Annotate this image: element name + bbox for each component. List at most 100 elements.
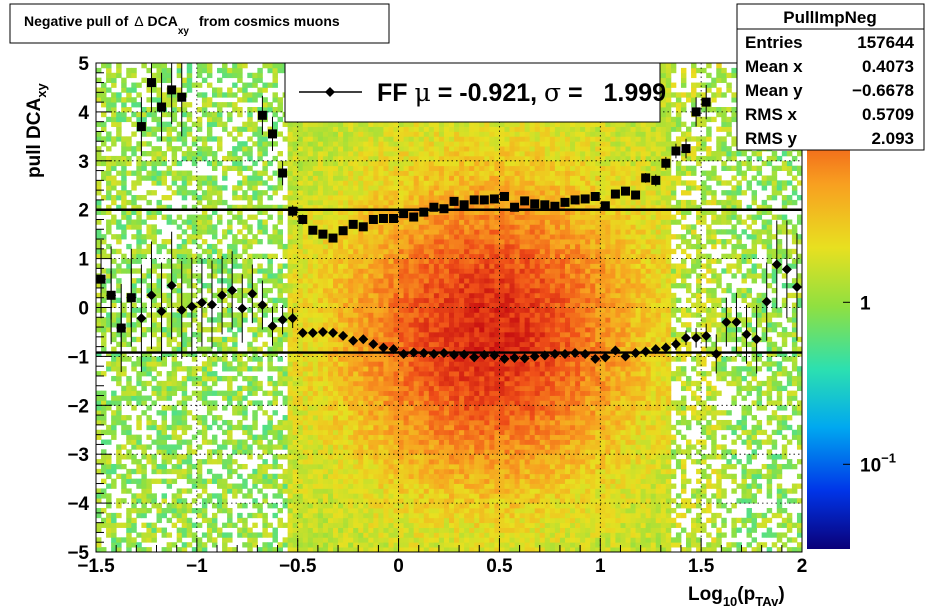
heatmap-cell — [297, 204, 304, 211]
heatmap-cell — [413, 375, 420, 382]
heatmap-cell — [343, 199, 349, 206]
heatmap-cell — [302, 473, 309, 480]
heatmap-cell — [161, 385, 167, 392]
heatmap-cell — [161, 175, 167, 181]
heatmap-cell — [423, 331, 430, 338]
heatmap-cell — [272, 390, 278, 396]
heatmap-cell — [418, 459, 425, 465]
heatmap-cell — [302, 234, 309, 240]
heatmap-cell — [378, 190, 384, 196]
heatmap-cell — [297, 307, 304, 313]
heatmap-cell — [96, 434, 102, 440]
heatmap-cell — [116, 473, 122, 480]
heatmap-cell — [176, 424, 183, 431]
heatmap-cell — [126, 478, 132, 484]
heatmap-cell — [252, 287, 258, 294]
heatmap-cell — [338, 297, 344, 304]
heatmap-cell — [413, 243, 420, 250]
heatmap-cell — [398, 273, 405, 279]
heatmap-cell — [96, 131, 102, 137]
heatmap-cell — [111, 312, 117, 318]
heatmap-cell — [217, 214, 223, 220]
heatmap-cell — [297, 424, 304, 431]
heatmap-cell — [232, 165, 238, 171]
heatmap-cell — [131, 72, 137, 79]
heatmap-cell — [388, 527, 394, 533]
heatmap-cell — [121, 454, 127, 460]
heatmap-cell — [388, 371, 394, 377]
heatmap-cell — [413, 532, 420, 538]
heatmap-cell — [156, 361, 162, 367]
heatmap-cell — [181, 366, 188, 372]
heatmap-cell — [191, 498, 198, 504]
heatmap-cell — [171, 498, 178, 504]
heatmap-cell — [191, 283, 198, 289]
heatmap-cell — [317, 405, 324, 411]
heatmap-cell — [292, 454, 299, 460]
heatmap-cell — [383, 175, 389, 181]
heatmap-cell — [171, 454, 178, 460]
heatmap-cell — [403, 419, 410, 426]
heatmap-cell — [156, 170, 162, 176]
heatmap-cell — [156, 468, 162, 475]
heatmap-cell — [101, 327, 107, 333]
heatmap-cell — [116, 248, 122, 255]
heatmap-cell — [353, 258, 359, 264]
heatmap-cell — [363, 204, 369, 211]
heatmap-cell — [136, 102, 142, 108]
heatmap-cell — [322, 356, 329, 362]
heatmap-cell — [166, 547, 173, 552]
heatmap-cell — [423, 292, 430, 299]
heatmap-cell — [166, 146, 173, 152]
heatmap-cell — [232, 459, 238, 465]
heatmap-cell — [272, 307, 278, 313]
heatmap-cell — [161, 195, 167, 201]
heatmap-cell — [146, 175, 152, 181]
heatmap-cell — [262, 351, 268, 357]
heatmap-cell — [327, 263, 334, 269]
heatmap-cell — [408, 263, 415, 269]
heatmap-cell — [317, 239, 324, 245]
heatmap-cell — [176, 312, 183, 318]
heatmap-cell — [327, 287, 334, 294]
heatmap-cell — [317, 336, 324, 343]
heatmap-cell — [358, 410, 364, 416]
heatmap-cell — [227, 507, 233, 514]
heatmap-cell — [146, 209, 152, 215]
heatmap-cell — [423, 385, 430, 392]
heatmap-cell — [176, 170, 183, 176]
heatmap-cell — [383, 302, 389, 308]
heatmap-cell — [181, 336, 188, 343]
heatmap-cell — [368, 126, 374, 132]
heatmap-cell — [166, 478, 173, 484]
heatmap-cell — [232, 522, 238, 528]
heatmap-cell — [353, 175, 359, 181]
heatmap-cell — [141, 195, 147, 201]
heatmap-cell — [383, 136, 389, 142]
heatmap-cell — [317, 219, 324, 225]
heatmap-cell — [383, 253, 389, 259]
heatmap-cell — [393, 542, 399, 548]
heatmap-cell — [368, 204, 374, 211]
heatmap-cell — [201, 517, 208, 524]
heatmap-cell — [307, 302, 314, 308]
heatmap-cell — [196, 547, 203, 552]
heatmap-cell — [171, 385, 178, 392]
heatmap-cell — [312, 488, 319, 494]
heatmap-cell — [252, 542, 258, 548]
heatmap-cell — [423, 224, 430, 230]
heatmap-cell — [287, 356, 294, 362]
heatmap-cell — [378, 199, 384, 206]
heatmap-cell — [227, 155, 233, 162]
heatmap-cell — [413, 547, 420, 552]
heatmap-cell — [292, 351, 299, 357]
heatmap-cell — [201, 63, 208, 69]
heatmap-cell — [101, 160, 107, 167]
heatmap-cell — [413, 175, 420, 181]
heatmap-cell — [126, 385, 132, 392]
heatmap-cell — [116, 67, 122, 74]
heatmap-cell — [196, 219, 203, 225]
heatmap-cell — [338, 268, 344, 274]
heatmap-cell — [307, 336, 314, 343]
heatmap-cell — [383, 307, 389, 313]
